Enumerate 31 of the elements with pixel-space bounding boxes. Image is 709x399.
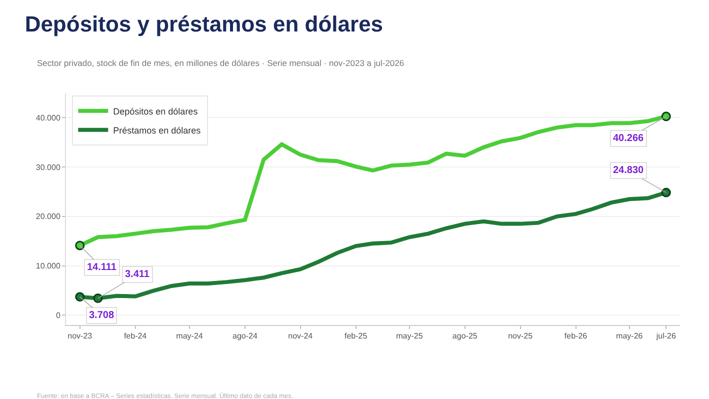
x-tick-label: feb-25 [344, 332, 368, 341]
legend-label: Depósitos en dólares [113, 106, 198, 116]
point [661, 188, 671, 198]
x-tick-label: ago-24 [232, 332, 258, 341]
x-tick-label: feb-26 [564, 332, 588, 341]
y-tick-label: 10.000 [36, 262, 61, 271]
annotation: 40.266 [613, 133, 644, 144]
annotation: 3.708 [89, 310, 114, 321]
point [661, 112, 671, 122]
x-tick-label: may-24 [176, 332, 204, 341]
x-tick-label: may-26 [616, 332, 644, 341]
annotation: 3.411 [125, 269, 150, 280]
y-tick-label: 0 [56, 310, 61, 320]
y-tick-label: 20.000 [36, 212, 61, 222]
point [75, 240, 85, 250]
x-tick-label: jul-26 [655, 332, 676, 341]
y-tick-label: 30.000 [36, 162, 61, 172]
x-tick-label: may-25 [396, 332, 424, 341]
annotation: 14.111 [87, 262, 117, 273]
x-tick-label: nov-25 [508, 332, 534, 341]
x-tick-label: ago-25 [452, 332, 478, 341]
point [93, 294, 103, 304]
x-tick-label: feb-24 [124, 332, 148, 341]
x-tick-label: nov-24 [288, 332, 314, 341]
chart-subtitle: Sector privado, stock de fin de mes, en millones de dólares · Serie mensual · nov-2023 a jul-2026 [37, 58, 404, 68]
x-tick-label: nov-23 [68, 332, 93, 341]
y-tick-label: 40.000 [36, 113, 61, 122]
annotation: 24.830 [613, 165, 644, 176]
chart-title: Depósitos y préstamos en dólares [24, 11, 384, 36]
point [75, 292, 85, 302]
legend-label: Préstamos en dólares [113, 125, 202, 136]
